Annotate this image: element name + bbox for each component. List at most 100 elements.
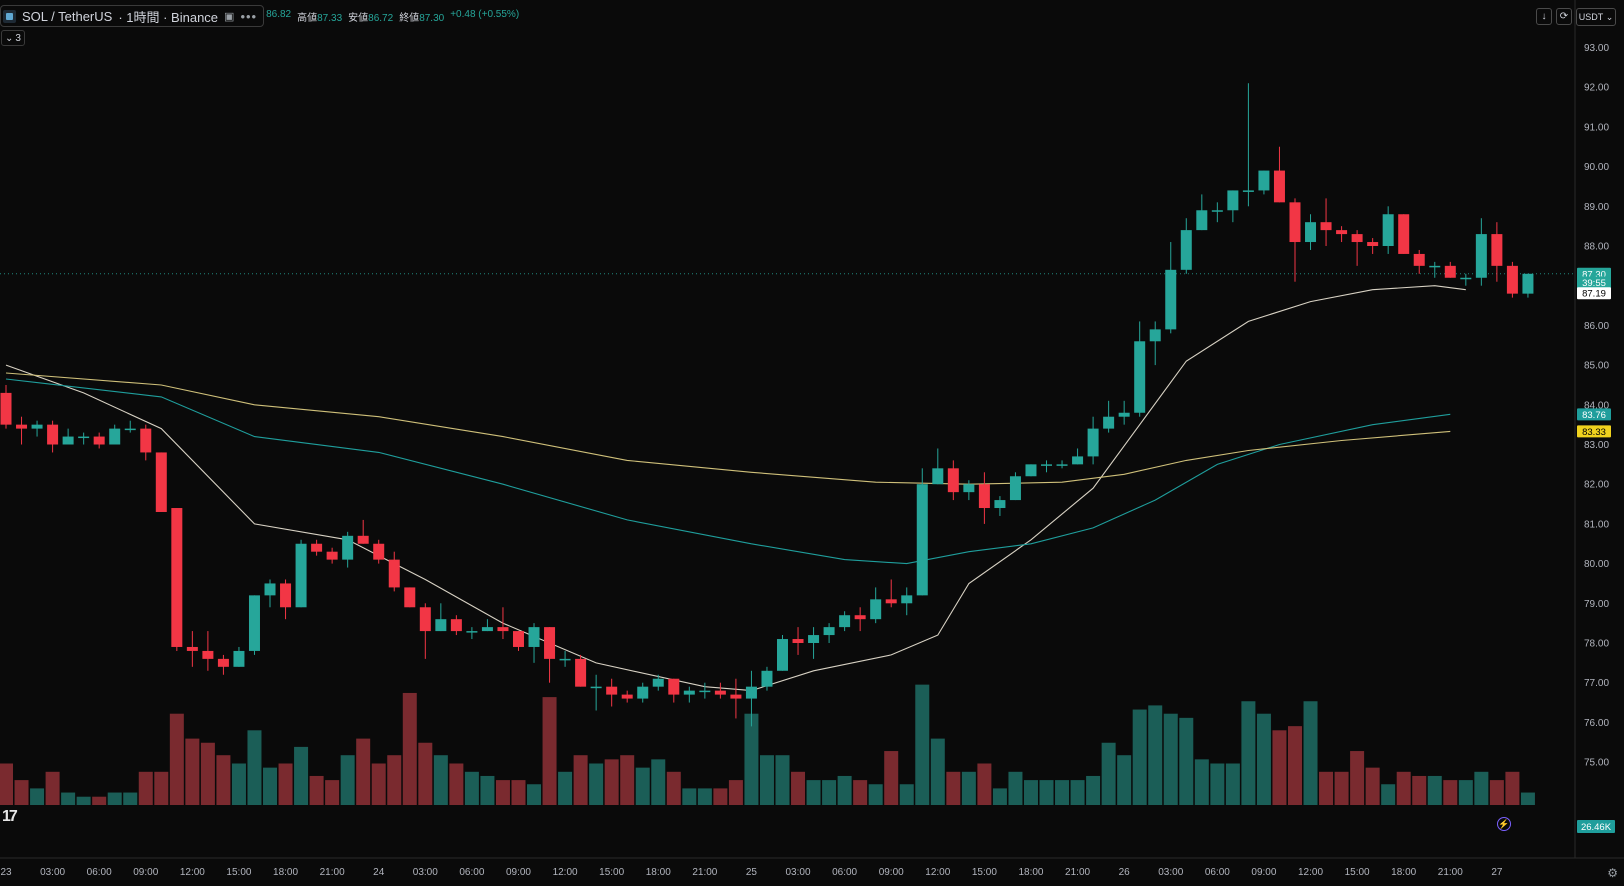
candle	[140, 424, 152, 461]
tradingview-logo[interactable]: 17	[2, 808, 18, 825]
price-tick-label: 81.00	[1584, 519, 1609, 530]
candle-body	[683, 690, 695, 695]
volume-bar	[76, 796, 91, 805]
price-tick-label: 92.00	[1584, 83, 1609, 94]
price-tick-label: 89.00	[1584, 202, 1609, 213]
volume-bar	[930, 738, 945, 805]
indicator-count: 3	[15, 32, 21, 44]
candlesticks	[0, 83, 1534, 727]
time-tick-label: 06:00	[832, 867, 857, 878]
candle	[1242, 83, 1254, 207]
candle-body	[1009, 476, 1021, 501]
volume-bar	[527, 784, 542, 805]
more-options-icon[interactable]: •••	[240, 8, 258, 24]
price-tick-label: 77.00	[1584, 678, 1609, 689]
volume-bar	[185, 738, 200, 805]
candle-body	[388, 559, 400, 588]
volume-bar	[728, 780, 743, 805]
time-axis[interactable]: 23 03:00 06:00 09:00 12:00 15:00 18:00 21:00 24 0…	[0, 867, 1502, 878]
volume-bar	[977, 763, 992, 805]
price-tick-label: 85.00	[1584, 361, 1609, 372]
time-tick-label: 18:00	[646, 867, 671, 878]
candle-body	[217, 658, 229, 667]
candle	[1398, 214, 1410, 254]
volume-tag: 26.46K	[1577, 820, 1615, 833]
candle	[730, 678, 742, 719]
gear-icon[interactable]: ⚙	[1607, 866, 1618, 880]
volume-bar	[1070, 780, 1085, 805]
volume-bar	[992, 788, 1007, 805]
candle-body	[435, 619, 447, 632]
candle	[637, 682, 649, 703]
price-tick-label: 80.00	[1584, 559, 1609, 570]
volume-bar	[573, 755, 588, 805]
candle	[512, 631, 524, 651]
sol-logo-icon	[3, 9, 16, 23]
volume-bar	[418, 742, 433, 805]
candle-body	[1444, 265, 1456, 278]
time-tick-label: 15:00	[599, 867, 624, 878]
candle-body	[280, 583, 292, 608]
time-tick-label: 18:00	[273, 867, 298, 878]
volume-bar	[92, 796, 107, 805]
volume-bar	[884, 751, 899, 805]
indicators-toggle[interactable]: ⌄ 3	[1, 30, 25, 46]
candle	[947, 460, 959, 501]
time-tick-label: 21:00	[1065, 867, 1090, 878]
candle-body	[1506, 265, 1518, 294]
candle-body	[1025, 464, 1037, 477]
volume-bar	[263, 767, 278, 805]
time-tick-label: 06:00	[87, 867, 112, 878]
time-tick-label: 15:00	[1345, 867, 1370, 878]
candle	[373, 539, 385, 564]
candle	[885, 579, 897, 608]
candle	[78, 432, 90, 445]
candle-body	[1351, 234, 1363, 243]
candle	[1087, 416, 1099, 465]
volume-tag-label: 26.46K	[1581, 822, 1612, 833]
candle	[202, 631, 214, 671]
low-label: 安値	[348, 12, 369, 24]
download-button[interactable]: ↓	[1536, 8, 1552, 25]
candle-body	[1227, 190, 1239, 211]
volume-bar	[123, 792, 138, 805]
candle-body	[1398, 214, 1410, 254]
time-tick-label: 21:00	[320, 867, 345, 878]
time-tick-label: 25	[746, 867, 758, 878]
refresh-button[interactable]: ⟳	[1556, 8, 1572, 25]
candle-body	[47, 424, 59, 445]
volume-bar	[1148, 705, 1163, 805]
candle-body	[792, 639, 804, 643]
symbol-selector[interactable]: SOL / TetherUS · 1時間 · Binance ▣ •••	[0, 5, 265, 27]
candle-body	[1475, 234, 1487, 278]
flash-icon[interactable]: ⚡	[1497, 817, 1511, 831]
candle-body	[699, 690, 711, 693]
volume-bar	[868, 784, 883, 805]
candle-body	[1491, 234, 1503, 266]
candle-body	[326, 551, 338, 560]
volume-bar	[1365, 767, 1380, 805]
volume-bar	[1132, 709, 1147, 805]
candle	[233, 646, 245, 667]
candle-body	[93, 436, 105, 445]
volume-bar	[759, 755, 774, 805]
volume-bar	[806, 780, 821, 805]
price-tag-label: 83.33	[1582, 427, 1606, 438]
candle	[248, 595, 260, 655]
candle-body	[1196, 210, 1208, 231]
flag-icon[interactable]: ▣	[224, 10, 235, 23]
candle-body	[16, 424, 28, 429]
volume-bar	[371, 763, 386, 805]
time-tick-label: 09:00	[879, 867, 904, 878]
time-tick-label: 03:00	[40, 867, 65, 878]
volume-bar	[464, 771, 479, 805]
candle	[1134, 321, 1146, 417]
time-tick-label: 18:00	[1391, 867, 1416, 878]
price-tag-label: 83.76	[1582, 410, 1606, 421]
volume-bar	[1443, 780, 1458, 805]
price-tick-label: 78.00	[1584, 639, 1609, 650]
candle	[264, 579, 276, 608]
currency-selector[interactable]: USDT ⌄	[1576, 8, 1616, 26]
candle-body	[1072, 456, 1084, 465]
